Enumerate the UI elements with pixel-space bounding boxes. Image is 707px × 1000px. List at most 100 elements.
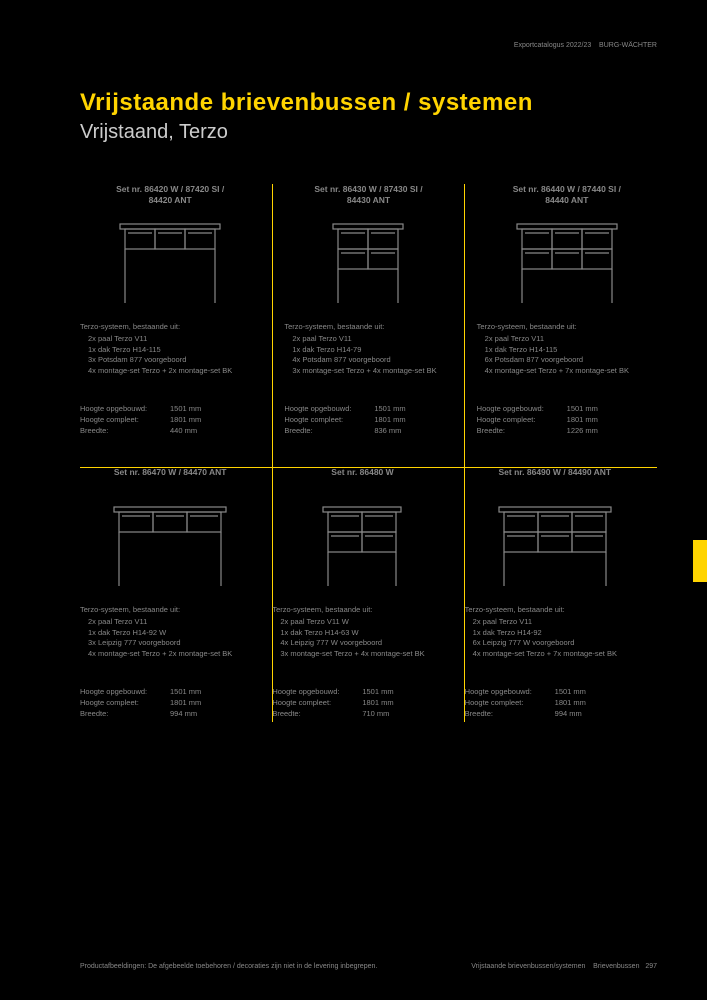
product-cell: Set nr. 86440 W / 87440 SI / 84440 ANT T… — [465, 184, 657, 467]
dimension-value: 1801 mm — [170, 698, 201, 707]
desc-item: 1x dak Terzo H14-115 — [88, 345, 260, 356]
footer-disclaimer: Productafbeeldingen: De afgebeelde toebe… — [80, 963, 377, 970]
desc-items: 2x paal Terzo V11 W1x dak Terzo H14-63 W… — [272, 617, 452, 659]
set-number: Set nr. 86490 W / 84490 ANT — [465, 467, 645, 489]
product-cell: Set nr. 86470 W / 84470 ANT Terzo-systee… — [80, 467, 272, 750]
dimension-value: 1501 mm — [362, 687, 393, 696]
desc-label: Terzo-systeem, bestaande uit: — [80, 605, 260, 614]
dimension-row: Hoogte opgebouwd: 1501 mm — [465, 687, 645, 696]
desc-item: 1x dak Terzo H14-115 — [485, 345, 657, 356]
product-cell: Set nr. 86490 W / 84490 ANT Terzo-systee… — [465, 467, 657, 750]
dimension-value: 1501 mm — [170, 404, 201, 413]
dimension-row: Breedte: 994 mm — [465, 709, 645, 718]
desc-item: 2x paal Terzo V11 W — [280, 617, 452, 628]
product-illustration — [477, 218, 657, 308]
page-title-primary: Vrijstaande brievenbussen / systemen — [80, 89, 657, 117]
dimension-row: Breedte: 836 mm — [284, 426, 452, 435]
dimension-value: 1801 mm — [374, 415, 405, 424]
desc-item: 3x montage-set Terzo + 4x montage-set BK — [280, 649, 452, 660]
desc-items: 2x paal Terzo V111x dak Terzo H14-1156x … — [477, 334, 657, 376]
product-cell: Set nr. 86480 W Terzo-systeem, bestaande… — [272, 467, 464, 750]
dimension-value: 1801 mm — [170, 415, 201, 424]
page-footer: Productafbeeldingen: De afgebeelde toebe… — [80, 963, 657, 970]
dimension-row: Breedte: 1226 mm — [477, 426, 657, 435]
product-illustration — [284, 218, 452, 308]
desc-items: 2x paal Terzo V111x dak Terzo H14-1153x … — [80, 334, 260, 376]
desc-item: 2x paal Terzo V11 — [88, 617, 260, 628]
set-number: Set nr. 86480 W — [272, 467, 452, 489]
dimensions: Hoogte opgebouwd: 1501 mm Hoogte complee… — [272, 687, 452, 718]
dimension-row: Hoogte opgebouwd: 1501 mm — [477, 404, 657, 413]
dimension-value: 1501 mm — [374, 404, 405, 413]
dimension-label: Hoogte compleet: — [477, 415, 567, 424]
desc-label: Terzo-systeem, bestaande uit: — [80, 322, 260, 331]
desc-item: 2x paal Terzo V11 — [292, 334, 452, 345]
dimension-value: 1501 mm — [555, 687, 586, 696]
desc-label: Terzo-systeem, bestaande uit: — [272, 605, 452, 614]
dimension-label: Hoogte compleet: — [272, 698, 362, 707]
desc-item: 2x paal Terzo V11 — [485, 334, 657, 345]
page-title-secondary: Vrijstaand, Terzo — [80, 121, 657, 144]
set-number: Set nr. 86470 W / 84470 ANT — [80, 467, 260, 489]
desc-item: 2x paal Terzo V11 — [473, 617, 645, 628]
dimension-value: 1501 mm — [567, 404, 598, 413]
dimension-row: Hoogte compleet: 1801 mm — [465, 698, 645, 707]
desc-item: 3x Potsdam 877 voorgeboord — [88, 355, 260, 366]
dimension-label: Breedte: — [477, 426, 567, 435]
dimension-label: Hoogte compleet: — [465, 698, 555, 707]
dimension-label: Breedte: — [80, 709, 170, 718]
dimension-value: 836 mm — [374, 426, 401, 435]
dimensions: Hoogte opgebouwd: 1501 mm Hoogte complee… — [284, 404, 452, 435]
dimension-value: 1801 mm — [567, 415, 598, 424]
dimension-value: 440 mm — [170, 426, 197, 435]
dimension-value: 1501 mm — [170, 687, 201, 696]
dimension-row: Hoogte compleet: 1801 mm — [284, 415, 452, 424]
desc-item: 1x dak Terzo H14-92 — [473, 628, 645, 639]
dimension-label: Hoogte opgebouwd: — [272, 687, 362, 696]
product-grid: Set nr. 86420 W / 87420 SI / 84420 ANT T… — [80, 184, 657, 750]
dimensions: Hoogte opgebouwd: 1501 mm Hoogte complee… — [465, 687, 645, 718]
dimension-label: Hoogte opgebouwd: — [80, 687, 170, 696]
desc-item: 4x montage-set Terzo + 7x montage-set BK — [485, 366, 657, 377]
desc-label: Terzo-systeem, bestaande uit: — [465, 605, 645, 614]
desc-item: 2x paal Terzo V11 — [88, 334, 260, 345]
dimension-label: Hoogte opgebouwd: — [465, 687, 555, 696]
product-illustration — [465, 501, 645, 591]
product-illustration — [272, 501, 452, 591]
set-number: Set nr. 86420 W / 87420 SI / 84420 ANT — [80, 184, 260, 206]
desc-item: 6x Potsdam 877 voorgeboord — [485, 355, 657, 366]
dimension-label: Breedte: — [80, 426, 170, 435]
dimensions: Hoogte opgebouwd: 1501 mm Hoogte complee… — [477, 404, 657, 435]
dimension-row: Breedte: 440 mm — [80, 426, 260, 435]
desc-label: Terzo-systeem, bestaande uit: — [284, 322, 452, 331]
dimension-row: Hoogte opgebouwd: 1501 mm — [80, 404, 260, 413]
product-cell: Set nr. 86420 W / 87420 SI / 84420 ANT T… — [80, 184, 272, 467]
dimension-value: 710 mm — [362, 709, 389, 718]
desc-items: 2x paal Terzo V111x dak Terzo H14-92 W3x… — [80, 617, 260, 659]
side-tab-marker — [693, 540, 707, 582]
dimension-label: Breedte: — [284, 426, 374, 435]
dimension-value: 1801 mm — [555, 698, 586, 707]
dimension-row: Breedte: 710 mm — [272, 709, 452, 718]
dimension-row: Hoogte compleet: 1801 mm — [477, 415, 657, 424]
dimension-label: Hoogte opgebouwd: — [80, 404, 170, 413]
dimensions: Hoogte opgebouwd: 1501 mm Hoogte complee… — [80, 687, 260, 718]
dimension-value: 994 mm — [555, 709, 582, 718]
meta-right: BURG-WÄCHTER — [599, 42, 657, 49]
desc-item: 4x montage-set Terzo + 7x montage-set BK — [473, 649, 645, 660]
desc-item: 4x montage-set Terzo + 2x montage-set BK — [88, 366, 260, 377]
dimension-label: Hoogte compleet: — [80, 415, 170, 424]
dimension-label: Hoogte opgebouwd: — [284, 404, 374, 413]
dimension-value: 1226 mm — [567, 426, 598, 435]
dimension-row: Hoogte compleet: 1801 mm — [80, 415, 260, 424]
dimension-value: 1801 mm — [362, 698, 393, 707]
product-illustration — [80, 501, 260, 591]
dimension-value: 994 mm — [170, 709, 197, 718]
desc-item: 3x montage-set Terzo + 4x montage-set BK — [292, 366, 452, 377]
dimension-label: Breedte: — [272, 709, 362, 718]
dimension-row: Hoogte opgebouwd: 1501 mm — [284, 404, 452, 413]
meta-left: Exportcatalogus 2022/23 — [514, 42, 591, 49]
desc-items: 2x paal Terzo V111x dak Terzo H14-926x L… — [465, 617, 645, 659]
catalog-page: Exportcatalogus 2022/23 BURG-WÄCHTER Vri… — [0, 0, 707, 1000]
desc-item: 4x montage-set Terzo + 2x montage-set BK — [88, 649, 260, 660]
